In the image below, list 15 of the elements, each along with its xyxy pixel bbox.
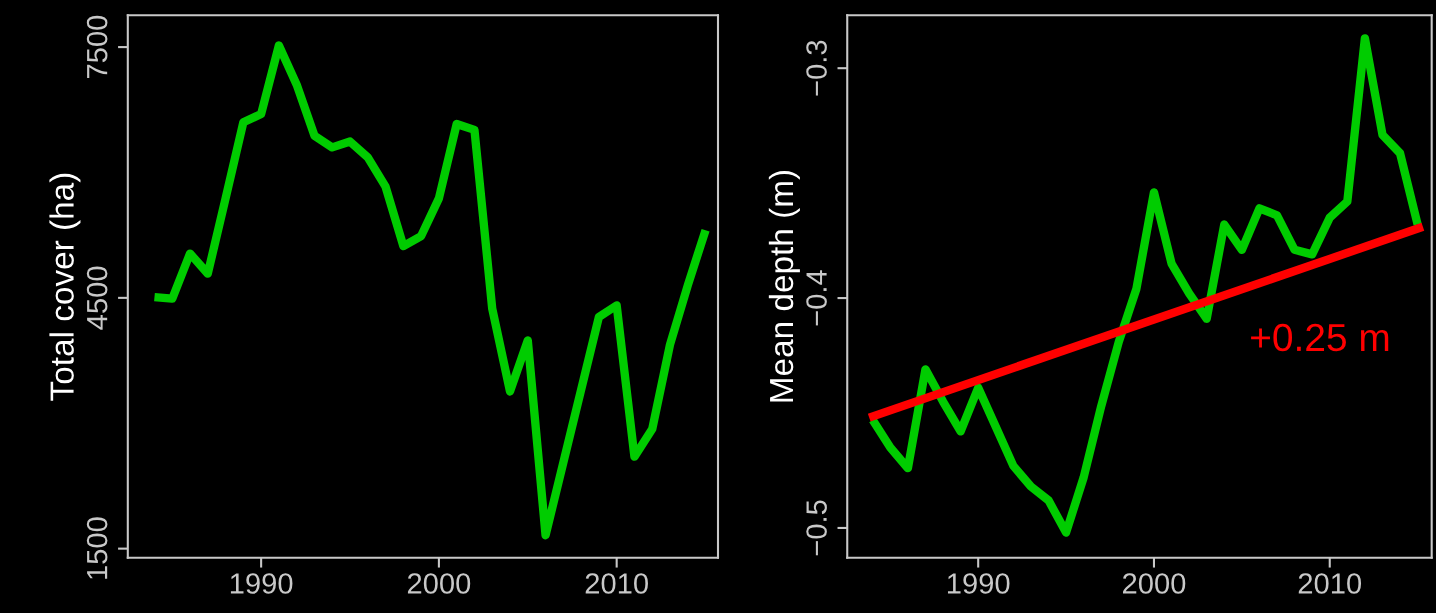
y-tick-label: 1500 (86, 517, 108, 579)
y-tick-label: 7500 (86, 15, 108, 79)
x-tick-label: 1990 (230, 573, 293, 594)
x-tick-label: 2010 (585, 573, 648, 594)
x-tick-label: 2010 (1298, 573, 1362, 594)
y-tick-label: −0.3 (806, 40, 827, 96)
y-tick-label: −0.5 (806, 500, 827, 556)
x-tick-label: 1990 (947, 573, 1010, 594)
y-axis-title: Mean depth (m) (768, 170, 800, 402)
x-tick-label: 2000 (407, 573, 471, 594)
y-tick-label: −0.4 (806, 270, 827, 326)
y-tick-label: 4500 (86, 266, 108, 330)
annotation: +0.25 m (1251, 323, 1389, 352)
x-tick-label: 2000 (1123, 573, 1186, 594)
y-axis-title: Total cover (ha) (49, 173, 81, 401)
